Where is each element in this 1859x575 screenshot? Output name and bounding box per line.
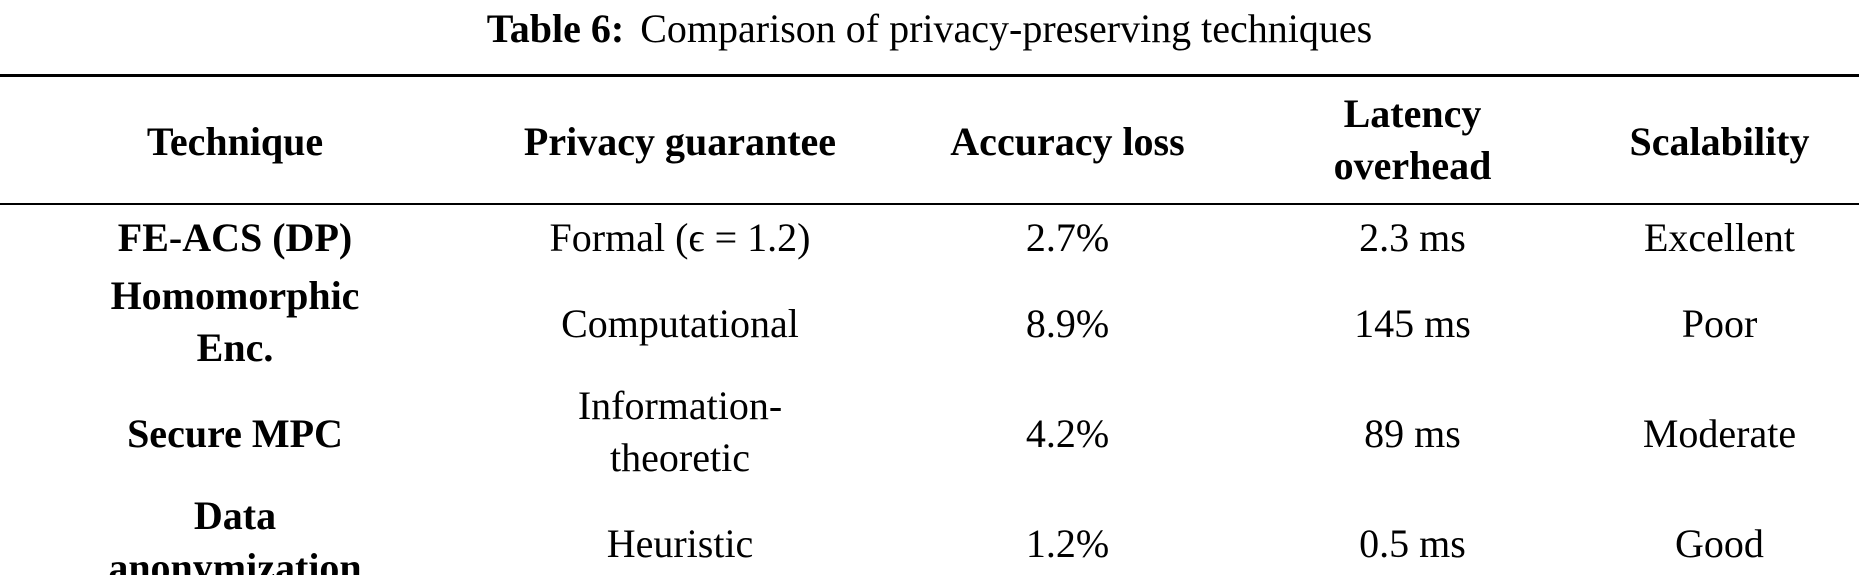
cell-technique: Homomorphic Enc.: [0, 267, 470, 377]
cell-privacy-guarantee-text: Computational: [561, 300, 799, 346]
cell-scalability-text: Moderate: [1642, 410, 1797, 456]
col-header-scalability: Scalability: [1580, 76, 1859, 205]
cell-technique-text: FE-ACS (DP): [117, 214, 353, 260]
cell-privacy-guarantee: Heuristic: [470, 487, 890, 575]
cell-scalability-text: Poor: [1681, 300, 1758, 346]
cell-privacy-guarantee-text: Formal (ϵ = 1.2): [549, 214, 811, 260]
cell-accuracy-loss: 1.2%: [890, 487, 1245, 575]
cell-latency-overhead-text: 0.5 ms: [1359, 520, 1466, 566]
cell-accuracy-loss: 8.9%: [890, 267, 1245, 377]
cell-privacy-guarantee: Formal (ϵ = 1.2): [470, 204, 890, 267]
header-row: Technique Privacy guarantee Accuracy los…: [0, 76, 1859, 205]
cell-latency-overhead: 145 ms: [1245, 267, 1580, 377]
col-header-scalability-label: Scalability: [1629, 118, 1810, 164]
col-header-accuracy-loss: Accuracy loss: [890, 76, 1245, 205]
col-header-privacy-guarantee: Privacy guarantee: [470, 76, 890, 205]
cell-accuracy-loss-text: 4.2%: [1025, 410, 1110, 456]
cell-scalability-text: Good: [1675, 520, 1764, 566]
cell-latency-overhead-text: 145 ms: [1354, 300, 1471, 346]
col-header-technique: Technique: [0, 76, 470, 205]
cell-technique-text: Secure MPC: [127, 410, 343, 456]
cell-latency-overhead-text: 89 ms: [1364, 410, 1461, 456]
cell-technique: Data anonymization: [0, 487, 470, 575]
comparison-table: Technique Privacy guarantee Accuracy los…: [0, 74, 1859, 575]
table-row-secure-mpc: Secure MPC Information-theoretic 4.2% 89…: [0, 377, 1859, 487]
cell-technique-text: Data anonymization: [108, 493, 362, 575]
cell-accuracy-loss-text: 2.7%: [1025, 214, 1110, 260]
col-header-privacy-guarantee-label: Privacy guarantee: [523, 118, 837, 164]
table-row-data-anonymization: Data anonymization Heuristic 1.2% 0.5 ms…: [0, 487, 1859, 575]
cell-latency-overhead: 89 ms: [1245, 377, 1580, 487]
cell-scalability: Moderate: [1580, 377, 1859, 487]
table-caption: Table 6: Comparison of privacy-preserving…: [0, 0, 1859, 53]
cell-scalability: Excellent: [1580, 204, 1859, 267]
cell-accuracy-loss-text: 1.2%: [1025, 520, 1110, 566]
cell-privacy-guarantee-text: Heuristic: [606, 520, 754, 566]
cell-privacy-guarantee: Information-theoretic: [470, 377, 890, 487]
table-caption-label: Table 6:: [486, 6, 625, 51]
col-header-technique-label: Technique: [146, 118, 324, 164]
col-header-latency-overhead: Latency overhead: [1245, 76, 1580, 205]
cell-accuracy-loss: 2.7%: [890, 204, 1245, 267]
cell-accuracy-loss-text: 8.9%: [1025, 300, 1110, 346]
cell-latency-overhead-text: 2.3 ms: [1359, 214, 1466, 260]
col-header-accuracy-loss-label: Accuracy loss: [950, 118, 1185, 164]
table-row-homomorphic: Homomorphic Enc. Computational 8.9% 145 …: [0, 267, 1859, 377]
cell-technique: FE-ACS (DP): [0, 204, 470, 267]
cell-technique-text: Homomorphic Enc.: [110, 273, 360, 370]
cell-privacy-guarantee: Computational: [470, 267, 890, 377]
col-header-latency-overhead-label: Latency overhead: [1333, 91, 1492, 188]
table-caption-text: Comparison of privacy-preserving techniq…: [640, 6, 1373, 51]
cell-scalability: Good: [1580, 487, 1859, 575]
cell-latency-overhead: 2.3 ms: [1245, 204, 1580, 267]
cell-accuracy-loss: 4.2%: [890, 377, 1245, 487]
cell-scalability: Poor: [1580, 267, 1859, 377]
table-row-fe-acs: FE-ACS (DP) Formal (ϵ = 1.2) 2.7% 2.3 ms…: [0, 204, 1859, 267]
cell-privacy-guarantee-text: Information-theoretic: [577, 383, 783, 480]
cell-scalability-text: Excellent: [1643, 214, 1796, 260]
cell-latency-overhead: 0.5 ms: [1245, 487, 1580, 575]
cell-technique: Secure MPC: [0, 377, 470, 487]
